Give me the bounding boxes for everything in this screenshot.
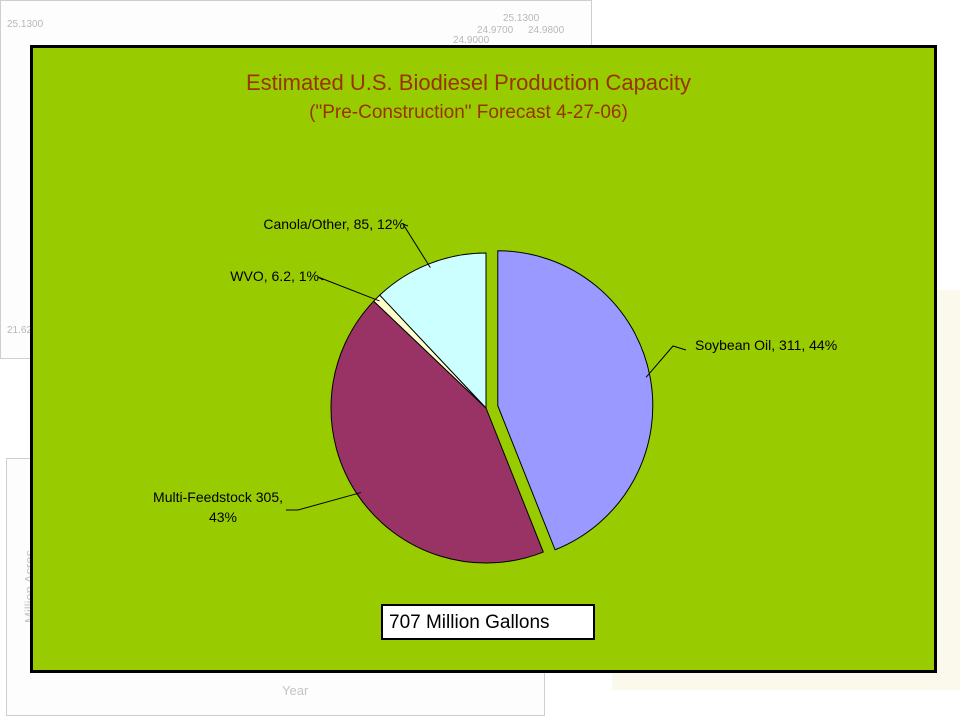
slice-label: Multi-Feedstock 305, bbox=[153, 489, 283, 505]
slice-label: 43% bbox=[209, 509, 237, 525]
bg-value-label: 25.1300 bbox=[503, 13, 539, 24]
pie-chart-panel: Estimated U.S. Biodiesel Production Capa… bbox=[30, 45, 937, 673]
slice-label: Canola/Other, 85, 12% bbox=[263, 216, 405, 232]
bg-x-axis-label: Year bbox=[282, 683, 308, 698]
slice-label: WVO, 6.2, 1% bbox=[230, 268, 319, 284]
leader-line bbox=[646, 346, 686, 377]
leader-line bbox=[403, 224, 430, 268]
leader-line bbox=[318, 277, 380, 301]
leader-line bbox=[286, 493, 361, 510]
bg-value-label: 24.9800 bbox=[528, 25, 564, 36]
pie-chart: Soybean Oil, 311, 44% Multi-Feedstock 305… bbox=[33, 48, 934, 670]
bg-value-label: 21.62 bbox=[7, 325, 32, 336]
bg-value-label: 25.1300 bbox=[7, 19, 43, 30]
slice-label: Soybean Oil, 311, 44% bbox=[695, 337, 837, 353]
total-label-box: 707 Million Gallons bbox=[381, 604, 595, 640]
